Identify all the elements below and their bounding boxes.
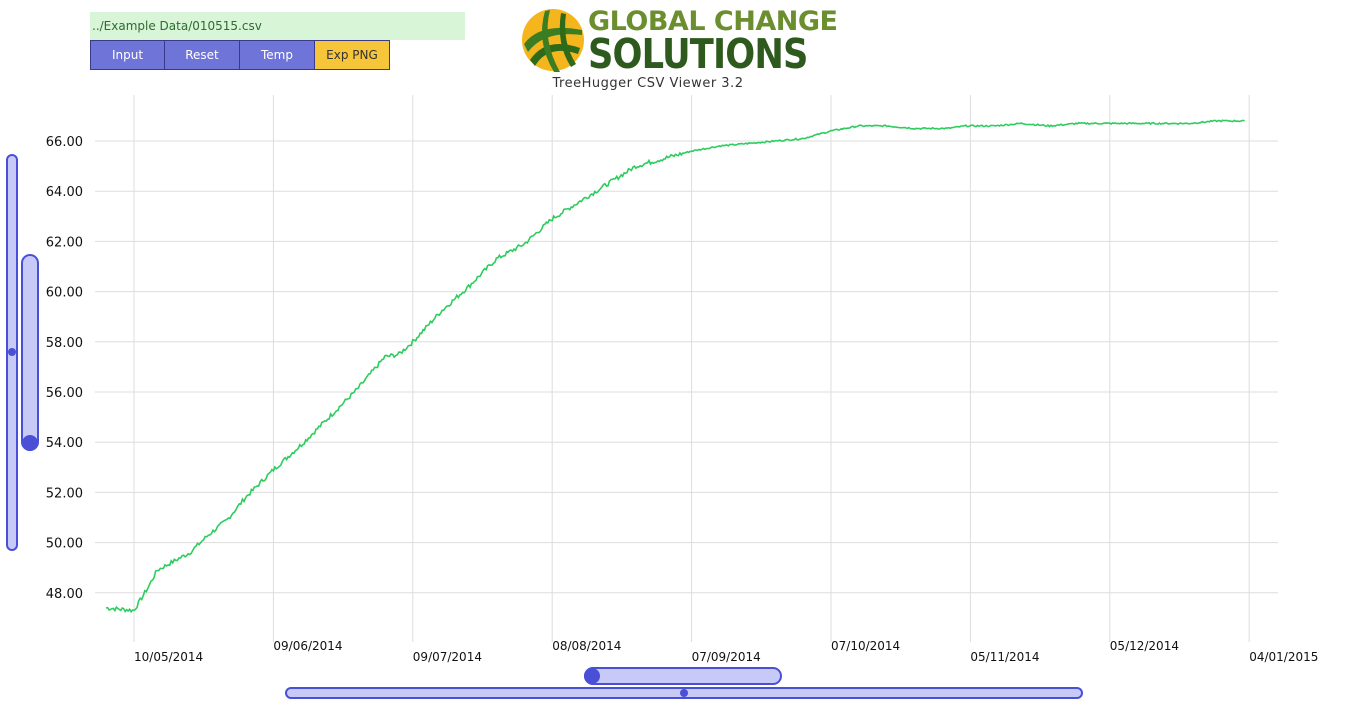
- export-png-button[interactable]: Exp PNG: [315, 40, 390, 70]
- y-tick-label: 56.00: [46, 386, 83, 401]
- x-tick-label: 05/11/2014: [970, 650, 1039, 664]
- series-line: [105, 119, 1245, 614]
- x-tick-label: 07/09/2014: [692, 650, 761, 664]
- x-tick-label: 09/07/2014: [413, 650, 482, 664]
- x-zoom-window[interactable]: [584, 667, 782, 685]
- y-range-slider[interactable]: [6, 154, 39, 551]
- y-tick-label: 64.00: [46, 185, 83, 200]
- x-tick-label: 08/08/2014: [552, 639, 621, 653]
- logo-line-2: SOLUTIONS: [588, 30, 808, 78]
- x-tick-label: 04/01/2015: [1249, 650, 1318, 664]
- logo-line-1: GLOBAL CHANGE: [588, 6, 838, 37]
- x-axis-ticks: 10/05/2014 09/06/2014 09/07/2014 08/08/2014…: [134, 639, 1318, 664]
- x-tick-label: 05/12/2014: [1110, 639, 1179, 653]
- x-range-center-handle[interactable]: [680, 689, 688, 697]
- input-button[interactable]: Input: [90, 40, 165, 70]
- x-zoom-handle[interactable]: [584, 668, 600, 684]
- x-range-slider[interactable]: [285, 667, 1083, 699]
- y-range-center-handle[interactable]: [8, 348, 16, 356]
- y-tick-label: 58.00: [46, 336, 83, 351]
- globe-logo-icon: [522, 9, 584, 72]
- temp-button[interactable]: Temp: [240, 40, 315, 70]
- y-tick-label: 66.00: [46, 135, 83, 150]
- y-tick-label: 62.00: [46, 235, 83, 250]
- x-tick-label: 09/06/2014: [273, 639, 342, 653]
- y-zoom-handle[interactable]: [22, 435, 38, 451]
- viewer-title: TreeHugger CSV Viewer 3.2: [552, 76, 744, 91]
- y-tick-label: 54.00: [46, 436, 83, 451]
- y-tick-label: 52.00: [46, 486, 83, 501]
- reset-button[interactable]: Reset: [165, 40, 240, 70]
- x-tick-label: 10/05/2014: [134, 650, 203, 664]
- chart-grid: [95, 95, 1278, 642]
- y-tick-label: 48.00: [46, 587, 83, 602]
- file-path-bar: ../Example Data/010515.csv: [90, 12, 465, 40]
- y-tick-label: 50.00: [46, 537, 83, 552]
- x-tick-label: 07/10/2014: [831, 639, 900, 653]
- y-zoom-window[interactable]: [21, 254, 39, 451]
- y-axis-ticks: 48.00 50.00 52.00 54.00 56.00 58.00 60.00 62.00…: [46, 135, 83, 602]
- y-tick-label: 60.00: [46, 286, 83, 301]
- company-logo: GLOBAL CHANGE SOLUTIONS: [520, 4, 838, 78]
- toolbar: Input Reset Temp Exp PNG: [90, 40, 390, 70]
